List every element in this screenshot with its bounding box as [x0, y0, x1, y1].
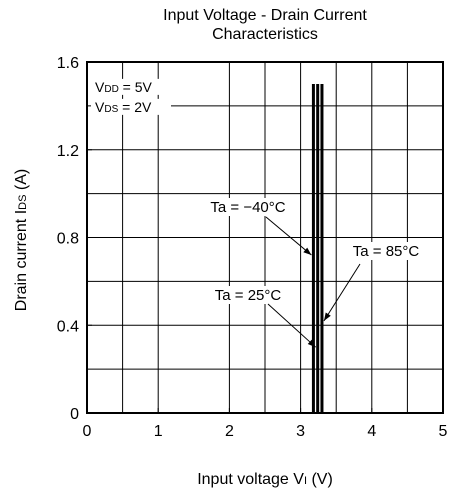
x-tick-label: 3	[296, 423, 305, 440]
y-tick-label: 1.2	[57, 143, 79, 160]
annotation-bg	[204, 198, 292, 216]
x-axis-label: Input voltage VI (V)	[87, 471, 443, 489]
condition-symbol: V	[95, 99, 105, 115]
y-axis-label: Drain current IDS (A)	[13, 169, 31, 311]
annotation-leader	[265, 216, 312, 256]
annotation-leader	[323, 263, 361, 322]
y-axis-label-main: Drain current I	[13, 209, 30, 312]
x-axis-label-sub: I	[303, 475, 308, 487]
annotation-arrowhead	[303, 247, 312, 256]
condition-symbol: V	[95, 79, 105, 95]
y-tick-label: 0.8	[57, 231, 79, 248]
y-tick-label: 1.6	[57, 55, 79, 72]
annotation-leader	[267, 303, 317, 348]
condition-subscript: DD	[104, 84, 118, 95]
annotation-arrowhead	[323, 312, 331, 321]
x-axis-label-unit: (V)	[307, 471, 333, 488]
annotation-bg	[346, 242, 426, 260]
annotation-bg	[208, 286, 288, 304]
condition-label-bg	[91, 78, 171, 95]
annotation-arrowhead	[307, 339, 316, 348]
annotation-label: Ta = −40°C	[210, 199, 285, 216]
condition-subscript: DS	[104, 104, 118, 115]
annotation-label: Ta = 25°C	[215, 287, 282, 304]
condition-label-bg	[91, 98, 171, 115]
x-axis-label-main: Input voltage V	[197, 471, 304, 488]
chart-title-line-2: Characteristics	[212, 26, 318, 43]
x-tick-label: 4	[367, 423, 376, 440]
condition-value: = 5V	[119, 79, 153, 95]
condition-value: = 2V	[118, 99, 152, 115]
x-tick-label: 2	[225, 423, 234, 440]
x-tick-label: 5	[439, 423, 448, 440]
x-tick-label: 1	[154, 423, 163, 440]
annotation-label: Ta = 85°C	[353, 243, 420, 260]
y-axis-label-unit: (A)	[13, 168, 30, 195]
condition-label: VDD = 5V	[95, 79, 153, 95]
condition-label: VDS = 2V	[95, 99, 152, 115]
y-tick-label: 0.4	[57, 318, 79, 335]
chart-title-line-1: Input Voltage - Drain Current	[163, 7, 367, 24]
y-tick-label: 0	[70, 406, 79, 423]
x-tick-label: 0	[83, 423, 92, 440]
y-axis-label-sub: DS	[17, 194, 29, 210]
